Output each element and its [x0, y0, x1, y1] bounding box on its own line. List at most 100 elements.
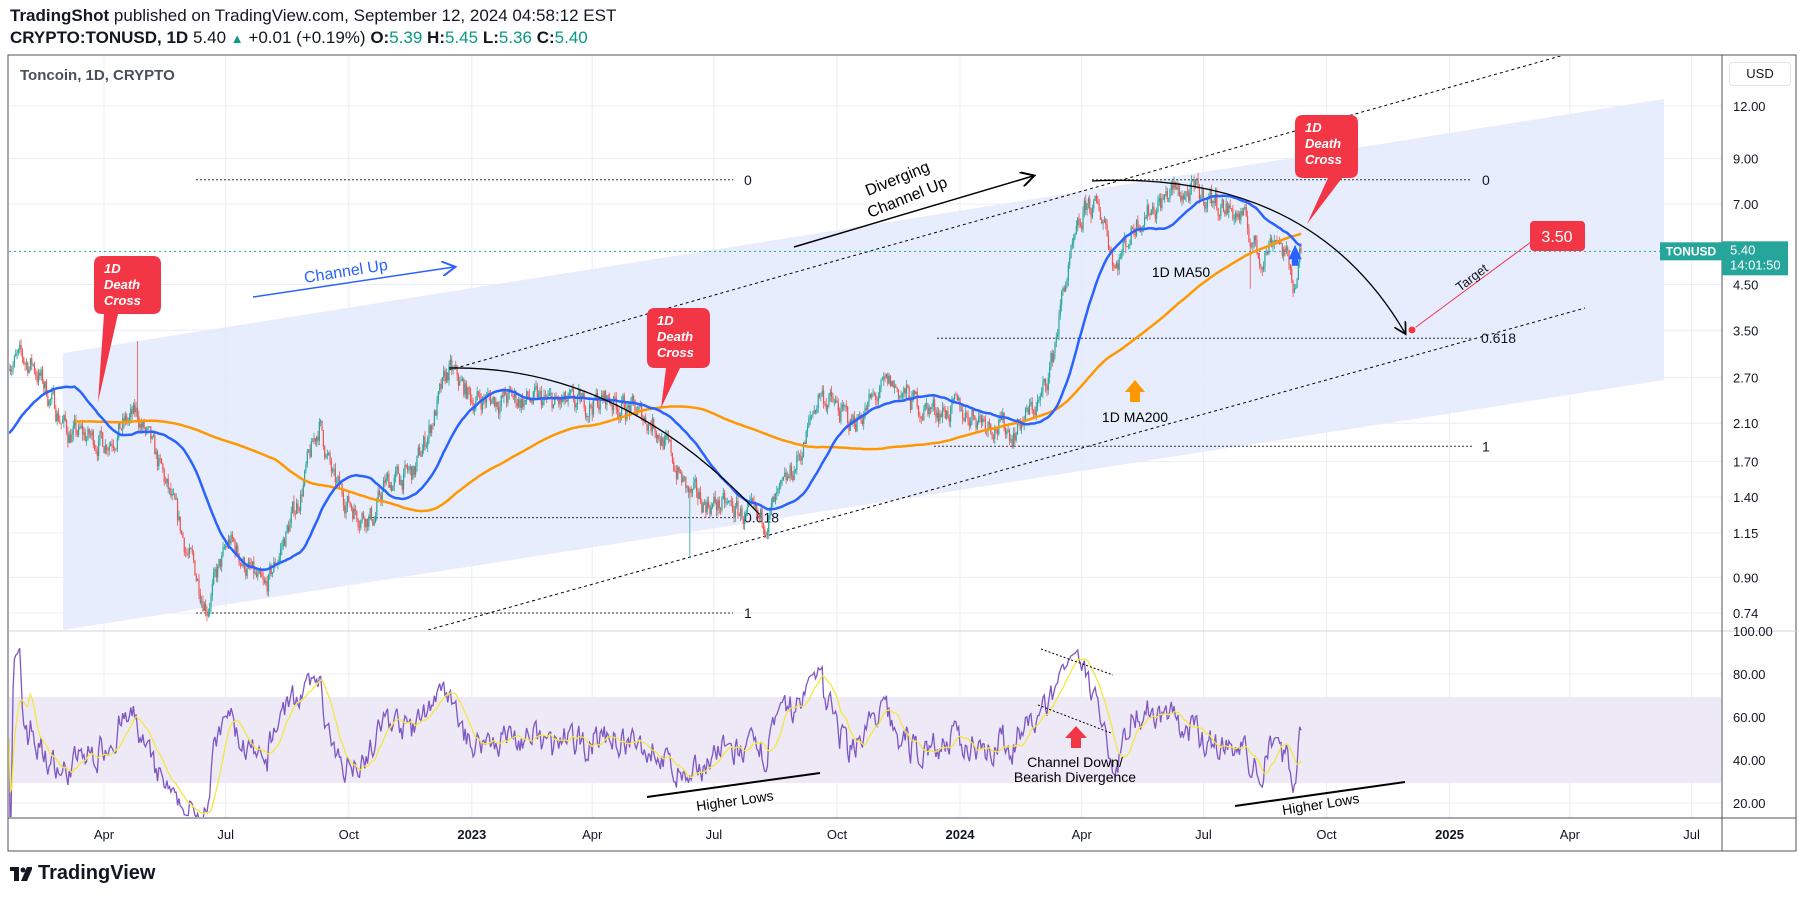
candle-body [328, 452, 330, 455]
candle [374, 511, 377, 524]
candle-body [330, 461, 332, 472]
candle [1087, 196, 1089, 209]
candle-body [1296, 279, 1298, 289]
candle-body [194, 560, 196, 576]
candle-body [938, 412, 940, 422]
currency-button[interactable]: USD [1729, 62, 1791, 86]
channel-up-arrow[interactable] [252, 267, 454, 298]
candle-body [1012, 432, 1015, 447]
candle-body [617, 409, 619, 413]
candle-body [548, 393, 550, 396]
candle [35, 368, 37, 381]
candle [186, 548, 188, 557]
candle-body [1046, 386, 1048, 391]
target-line[interactable] [1411, 238, 1536, 331]
candle [1129, 239, 1131, 250]
candle-body [1055, 336, 1057, 343]
candle-body [911, 397, 913, 410]
candle-body [485, 396, 488, 403]
higher-lows-line-1[interactable] [646, 772, 821, 798]
tradingview-logo[interactable]: TradingView [10, 862, 155, 885]
candle [1047, 372, 1049, 395]
candle [947, 406, 949, 420]
upper-channel-line[interactable] [448, 55, 1564, 371]
candle [971, 409, 973, 426]
candle [1178, 183, 1180, 197]
chart-legend[interactable]: Toncoin, 1D, CRYPTO [20, 67, 175, 84]
candle-body [1087, 198, 1089, 204]
candle [534, 383, 536, 398]
candle [1073, 233, 1075, 249]
candle [321, 420, 323, 432]
candle-body [1192, 180, 1194, 182]
rsi-channel-bottom[interactable] [1037, 704, 1112, 734]
candle [197, 578, 199, 582]
arc-2-arrow[interactable] [1091, 179, 1405, 333]
candle [297, 499, 299, 514]
candle-body [29, 358, 32, 370]
candle [667, 429, 670, 444]
time-tick-label: 2023 [457, 827, 486, 842]
candle-body [552, 404, 554, 408]
candle [705, 499, 707, 518]
target-value-box[interactable] [1530, 221, 1585, 251]
candle [836, 396, 838, 403]
candle-body [337, 476, 339, 481]
candle-body [951, 398, 953, 408]
candle [570, 389, 572, 397]
candle-body [778, 484, 781, 489]
candle-body [921, 418, 924, 420]
candle-body [1027, 407, 1029, 414]
candle [983, 415, 985, 423]
candle [835, 395, 837, 405]
low-value: 5.36 [498, 28, 532, 47]
candle-body [588, 404, 591, 417]
lower-channel-line[interactable] [427, 307, 1586, 630]
rsi-channel-top[interactable] [1040, 648, 1114, 676]
candle-body [615, 397, 617, 410]
candle [368, 514, 370, 531]
candle [342, 489, 345, 512]
candle-body [329, 452, 331, 462]
candle-body [147, 426, 149, 429]
candle-body [500, 395, 502, 407]
candle [904, 387, 906, 398]
candle [1069, 252, 1071, 270]
candle [416, 455, 418, 472]
candle-body [661, 437, 663, 446]
candle-body [1285, 247, 1287, 252]
candle-body [230, 534, 232, 544]
candle-body [431, 425, 433, 433]
candle-body [901, 393, 904, 397]
higher-lows-line-2[interactable] [1234, 781, 1406, 807]
candle-body [1131, 227, 1134, 229]
candle-body [915, 391, 917, 395]
candle-body [982, 418, 984, 423]
author-name[interactable]: TradingShot [10, 6, 110, 25]
candle-body [388, 473, 390, 488]
candle [794, 468, 797, 474]
candle [202, 595, 204, 613]
candle-body [1129, 244, 1131, 247]
low-label: L: [482, 28, 499, 47]
candle-body [1202, 188, 1205, 202]
candle [21, 347, 24, 364]
candle [800, 449, 802, 465]
arc-1[interactable] [448, 367, 760, 515]
candle-body [108, 446, 110, 451]
time-axis[interactable]: Apr Jul Oct 2023 Apr Jul Oct 2024 Apr Jul Oct 2025 A… [94, 827, 1700, 842]
diverging-channel-arrow[interactable] [793, 176, 1033, 248]
candle-body [183, 537, 185, 552]
candle-body [163, 469, 165, 482]
candle [20, 339, 22, 356]
candle-body [695, 479, 698, 492]
price-axis[interactable]: 12.009.007.004.503.502.702.101.701.401.1… [1733, 99, 1766, 621]
candle-body [136, 407, 139, 417]
candle-body [437, 391, 439, 401]
